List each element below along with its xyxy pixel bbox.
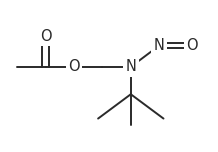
Text: N: N (125, 59, 136, 74)
Text: O: O (40, 29, 52, 44)
Text: N: N (154, 38, 165, 53)
Text: O: O (68, 59, 80, 74)
Text: O: O (186, 38, 198, 53)
